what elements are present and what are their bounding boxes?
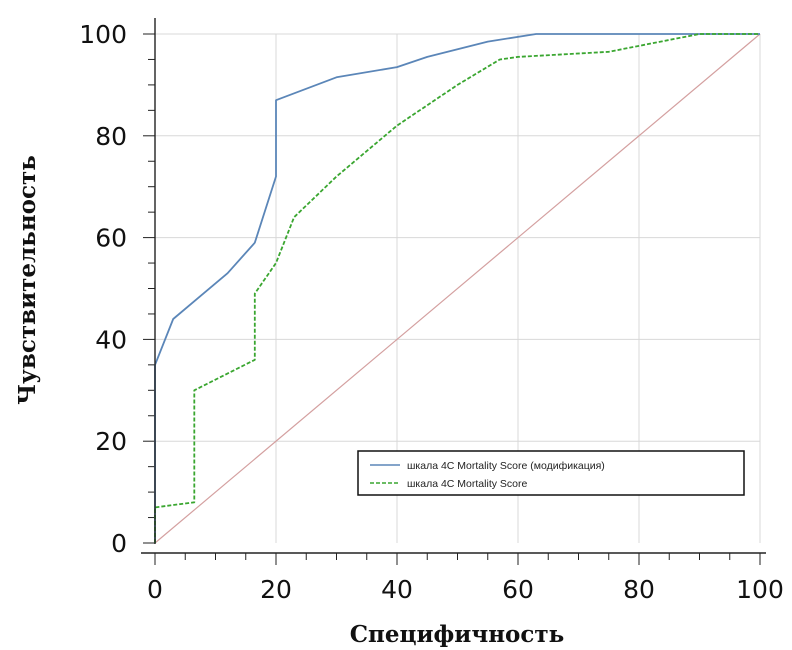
legend: шкала 4C Mortality Score (модификация) ш… [357, 450, 745, 496]
series-line-4c-modified [154, 33, 760, 543]
y-tick-label: 100 [79, 20, 127, 49]
y-tick-label: 40 [95, 325, 127, 354]
minor-ticks [143, 33, 761, 565]
y-tick-label: 80 [95, 122, 127, 151]
y-tick-label: 60 [95, 224, 127, 253]
tick-labels: 0 20 40 60 80 100 0 20 40 60 80 100 [79, 20, 784, 604]
series-layer [154, 33, 761, 544]
x-tick-label: 20 [260, 575, 292, 604]
y-tick-label: 20 [95, 427, 127, 456]
x-tick-label: 0 [147, 575, 163, 604]
y-axis-title: Чувствительность [14, 155, 41, 405]
x-tick-label: 100 [736, 575, 784, 604]
x-axis-title: Специфичность [350, 621, 565, 648]
legend-label-original: шкала 4C Mortality Score [407, 478, 527, 490]
x-tick-label: 60 [502, 575, 534, 604]
y-tick-label: 0 [111, 529, 127, 558]
legend-box [357, 450, 745, 496]
axes [141, 18, 766, 554]
x-tick-label: 40 [381, 575, 413, 604]
legend-label-modified: шкала 4C Mortality Score (модификация) [407, 460, 605, 472]
diagonal-reference-line [154, 33, 761, 544]
x-tick-label: 80 [623, 575, 655, 604]
